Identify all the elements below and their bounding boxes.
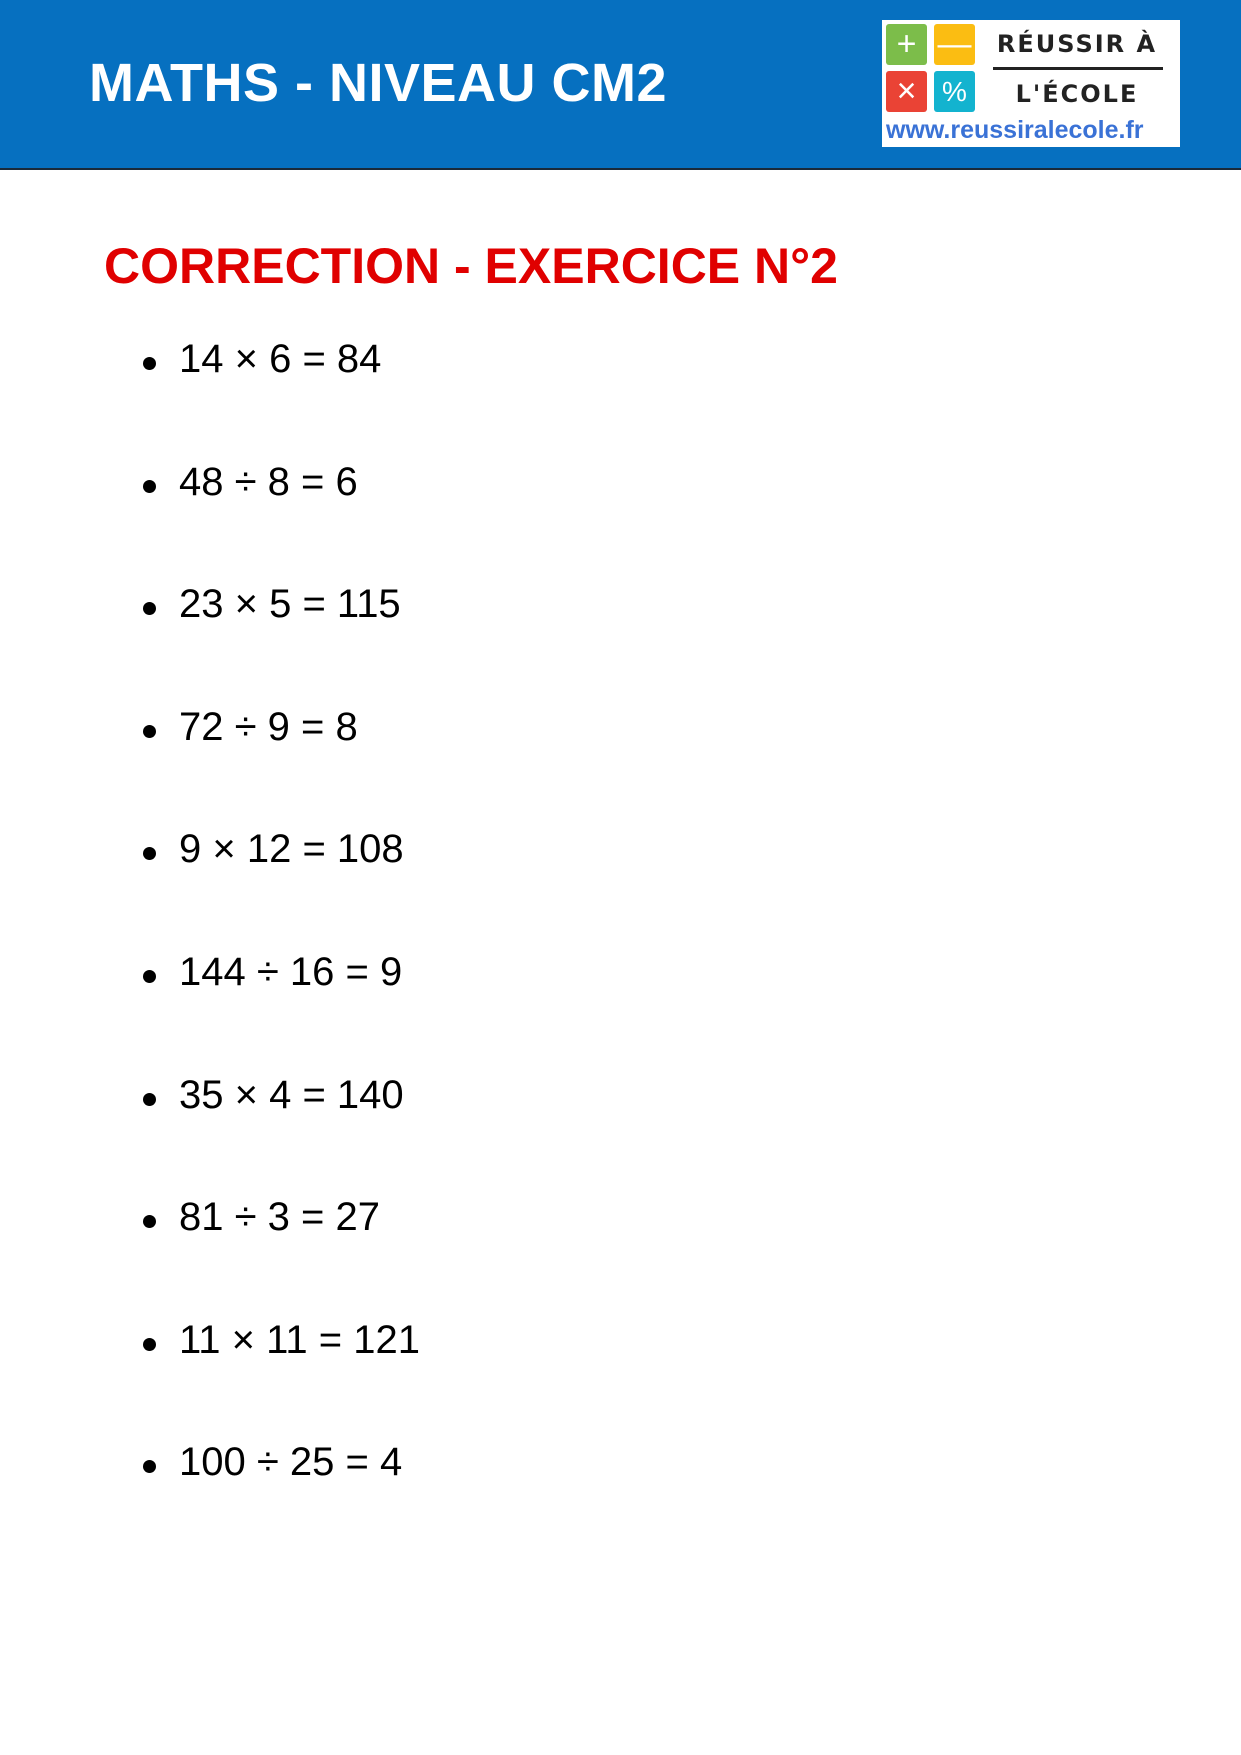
equation: 81 ÷ 3 = 27 <box>179 1195 380 1240</box>
equation: 144 ÷ 16 = 9 <box>179 950 403 994</box>
equation: 48 ÷ 8 = 6 <box>179 459 358 504</box>
equation: 11 × 11 = 121 <box>179 1317 420 1362</box>
bullet-icon <box>143 602 156 616</box>
equation: 72 ÷ 9 = 8 <box>179 704 358 749</box>
bullet-icon <box>143 1215 156 1229</box>
logo-divider <box>993 67 1163 70</box>
bullet-icon <box>143 724 156 738</box>
logo-url: www.reussiralecole.fr <box>886 116 1144 144</box>
bullet-icon <box>143 357 156 370</box>
bullet-icon <box>143 847 156 861</box>
equation: 23 × 5 = 115 <box>179 582 401 627</box>
bullet-icon <box>143 1460 156 1474</box>
minus-tile-icon: — <box>934 24 975 65</box>
equation: 35 × 4 = 140 <box>179 1072 404 1117</box>
page-title: MATHS - NIVEAU CM2 <box>89 53 668 113</box>
header: MATHS - NIVEAU CM2 + — × % RÉUSSIR À L'É… <box>0 0 1241 170</box>
bullet-icon <box>143 1337 156 1351</box>
logo-line1: RÉUSSIR À <box>996 30 1158 58</box>
correction-title: CORRECTION - EXERCICE N°2 <box>104 238 838 294</box>
times-tile-icon: × <box>886 71 927 112</box>
logo-line2: L'ÉCOLE <box>1015 80 1139 108</box>
bullet-icon <box>143 1092 156 1106</box>
equation: 14 × 6 = 84 <box>179 337 382 381</box>
plus-tile-icon: + <box>886 24 927 65</box>
percent-tile-icon: % <box>934 71 975 112</box>
bullet-icon <box>143 479 156 493</box>
bullet-icon <box>143 970 156 983</box>
equation: 9 × 12 = 108 <box>179 827 404 872</box>
equation: 100 ÷ 25 = 4 <box>179 1440 403 1485</box>
logo: + — × % RÉUSSIR À L'ÉCOLE www.reussirale… <box>882 20 1180 147</box>
